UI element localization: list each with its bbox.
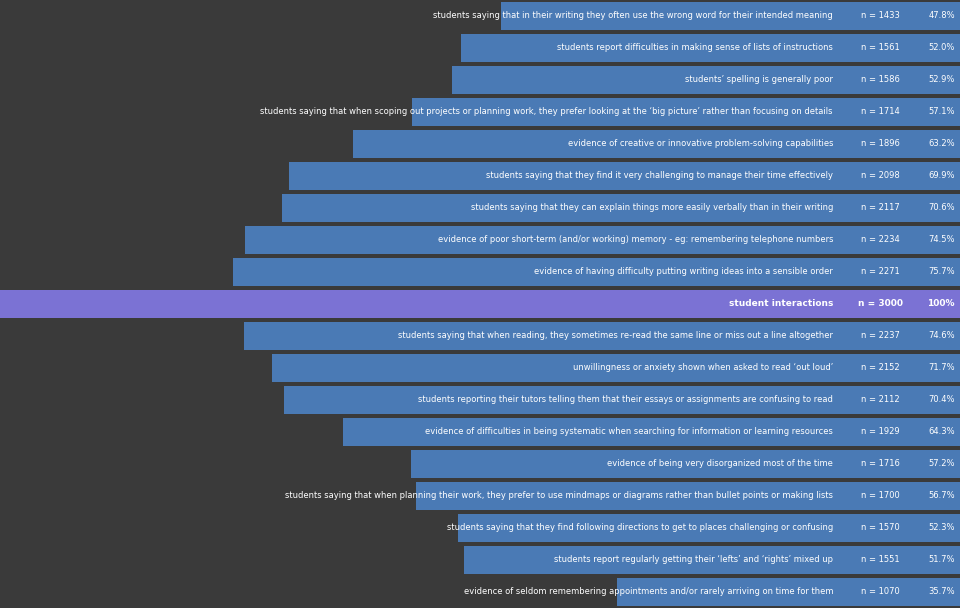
Text: n = 1561: n = 1561 xyxy=(860,44,900,52)
Text: evidence of being very disorganized most of the time: evidence of being very disorganized most… xyxy=(607,460,833,469)
Text: n = 1433: n = 1433 xyxy=(860,12,900,21)
Text: 69.9%: 69.9% xyxy=(928,171,955,181)
Text: students saying that they can explain things more easily verbally than in their : students saying that they can explain th… xyxy=(470,204,833,213)
Bar xyxy=(412,98,960,126)
Bar xyxy=(245,226,960,254)
Text: n = 1570: n = 1570 xyxy=(860,523,900,533)
Text: students saying that when reading, they sometimes re-read the same line or miss : students saying that when reading, they … xyxy=(398,331,833,340)
Text: students report difficulties in making sense of lists of instructions: students report difficulties in making s… xyxy=(557,44,833,52)
Bar xyxy=(416,482,960,510)
Text: 63.2%: 63.2% xyxy=(928,139,955,148)
Text: evidence of poor short-term (and/or working) memory - eg: remembering telephone : evidence of poor short-term (and/or work… xyxy=(438,235,833,244)
Bar xyxy=(244,322,960,350)
Text: 52.3%: 52.3% xyxy=(928,523,955,533)
Text: 71.7%: 71.7% xyxy=(928,364,955,373)
Bar xyxy=(501,2,960,30)
Text: n = 1714: n = 1714 xyxy=(860,108,900,117)
Text: 70.4%: 70.4% xyxy=(928,395,955,404)
Text: students report regularly getting their ‘lefts’ and ‘rights’ mixed up: students report regularly getting their … xyxy=(554,556,833,564)
Text: n = 2098: n = 2098 xyxy=(860,171,900,181)
Text: students saying that in their writing they often use the wrong word for their in: students saying that in their writing th… xyxy=(433,12,833,21)
Bar xyxy=(289,162,960,190)
Bar xyxy=(282,194,960,222)
Bar xyxy=(461,34,960,62)
Text: student interactions: student interactions xyxy=(729,300,833,308)
Text: n = 1551: n = 1551 xyxy=(861,556,900,564)
Text: n = 3000: n = 3000 xyxy=(857,300,902,308)
Text: 52.9%: 52.9% xyxy=(928,75,955,85)
Bar xyxy=(452,66,960,94)
Text: evidence of creative or innovative problem-solving capabilities: evidence of creative or innovative probl… xyxy=(567,139,833,148)
Bar xyxy=(458,514,960,542)
Text: 64.3%: 64.3% xyxy=(928,427,955,437)
Text: 100%: 100% xyxy=(927,300,955,308)
Text: students saying that they find following directions to get to places challenging: students saying that they find following… xyxy=(446,523,833,533)
Text: students’ spelling is generally poor: students’ spelling is generally poor xyxy=(685,75,833,85)
Bar xyxy=(272,354,960,382)
Text: students reporting their tutors telling them that their essays or assignments ar: students reporting their tutors telling … xyxy=(419,395,833,404)
Bar xyxy=(0,290,960,318)
Bar xyxy=(464,546,960,574)
Text: n = 2271: n = 2271 xyxy=(860,268,900,277)
Text: students saying that they find it very challenging to manage their time effectiv: students saying that they find it very c… xyxy=(486,171,833,181)
Text: n = 1070: n = 1070 xyxy=(860,587,900,596)
Text: n = 2234: n = 2234 xyxy=(860,235,900,244)
Text: unwillingness or anxiety shown when asked to read ‘out loud’: unwillingness or anxiety shown when aske… xyxy=(573,364,833,373)
Text: 57.2%: 57.2% xyxy=(928,460,955,469)
Text: 56.7%: 56.7% xyxy=(928,491,955,500)
Text: n = 2152: n = 2152 xyxy=(861,364,900,373)
Text: n = 2112: n = 2112 xyxy=(861,395,900,404)
Bar xyxy=(284,386,960,414)
Text: 70.6%: 70.6% xyxy=(928,204,955,213)
Text: evidence of having difficulty putting writing ideas into a sensible order: evidence of having difficulty putting wr… xyxy=(534,268,833,277)
Bar xyxy=(353,130,960,158)
Text: 74.6%: 74.6% xyxy=(928,331,955,340)
Text: 57.1%: 57.1% xyxy=(928,108,955,117)
Text: n = 1700: n = 1700 xyxy=(860,491,900,500)
Bar xyxy=(233,258,960,286)
Text: n = 2117: n = 2117 xyxy=(860,204,900,213)
Text: n = 1929: n = 1929 xyxy=(861,427,900,437)
Text: n = 1896: n = 1896 xyxy=(860,139,900,148)
Text: 51.7%: 51.7% xyxy=(928,556,955,564)
Text: 35.7%: 35.7% xyxy=(928,587,955,596)
Text: n = 1716: n = 1716 xyxy=(860,460,900,469)
Text: 52.0%: 52.0% xyxy=(928,44,955,52)
Text: n = 1586: n = 1586 xyxy=(860,75,900,85)
Bar xyxy=(411,450,960,478)
Text: 74.5%: 74.5% xyxy=(928,235,955,244)
Text: 75.7%: 75.7% xyxy=(928,268,955,277)
Bar xyxy=(617,578,960,606)
Text: students saying that when planning their work, they prefer to use mindmaps or di: students saying that when planning their… xyxy=(285,491,833,500)
Text: students saying that when scoping out projects or planning work, they prefer loo: students saying that when scoping out pr… xyxy=(260,108,833,117)
Text: evidence of seldom remembering appointments and/or rarely arriving on time for t: evidence of seldom remembering appointme… xyxy=(464,587,833,596)
Text: n = 2237: n = 2237 xyxy=(860,331,900,340)
Bar xyxy=(343,418,960,446)
Text: evidence of difficulties in being systematic when searching for information or l: evidence of difficulties in being system… xyxy=(425,427,833,437)
Text: 47.8%: 47.8% xyxy=(928,12,955,21)
